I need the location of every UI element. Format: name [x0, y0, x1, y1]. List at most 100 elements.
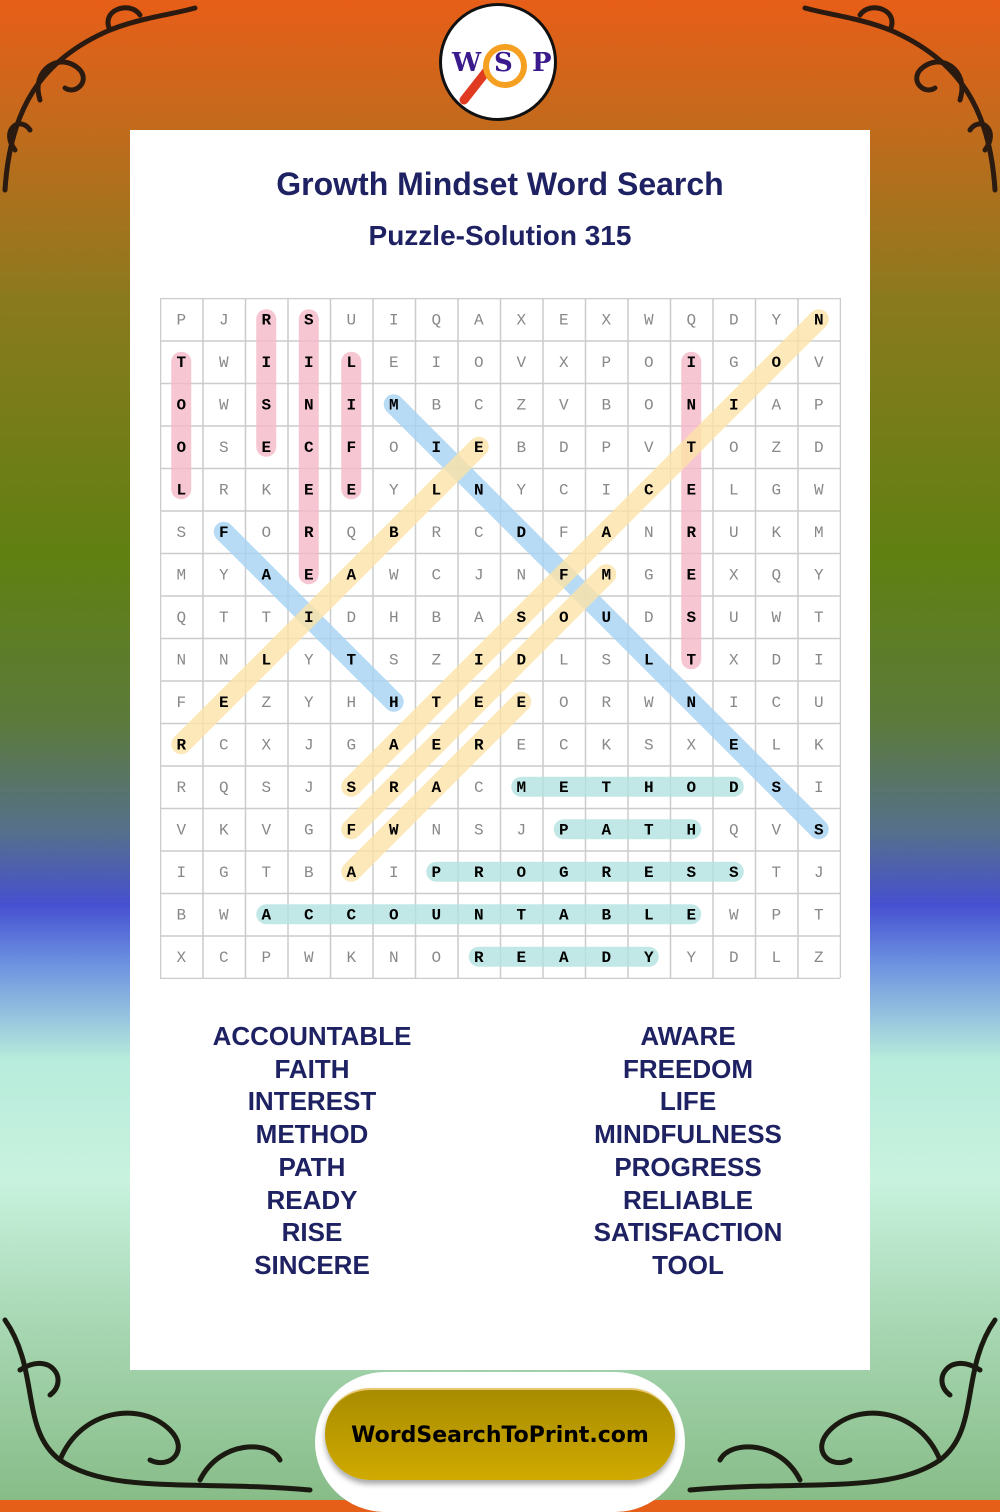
grid-cell-letter: R — [686, 524, 696, 542]
grid-cell-letter: E — [559, 311, 569, 329]
grid-cell-letter: C — [431, 566, 441, 584]
grid-cell-letter: V — [771, 821, 781, 839]
grid-cell-letter: R — [601, 694, 611, 712]
grid-cell-letter: S — [176, 524, 186, 542]
wsp-logo: W S P — [439, 3, 557, 121]
grid-cell-letter: C — [559, 736, 569, 754]
highlight-reliable — [171, 436, 489, 755]
grid-cell-letter: Z — [516, 396, 526, 414]
grid-cell-letter: I — [601, 481, 611, 499]
word-item: RELIABLE — [623, 1184, 753, 1215]
grid-cell-letter: D — [601, 949, 611, 967]
highlight-satisfaction — [341, 309, 829, 797]
grid-cell-letter: F — [559, 524, 569, 542]
grid-cell-letter: R — [474, 949, 484, 967]
word-item: TOOL — [652, 1249, 724, 1280]
grid-cell-letter: T — [644, 821, 654, 839]
grid-cell-letter: L — [729, 481, 739, 499]
grid-cell-letter: O — [644, 354, 654, 372]
grid-cell-letter: S — [261, 779, 271, 797]
grid-cell-letter: B — [389, 524, 399, 542]
grid-cell-letter: X — [559, 354, 569, 372]
grid-cell-letter: P — [261, 949, 271, 967]
word-item: FREEDOM — [623, 1053, 753, 1084]
grid-cell-letter: W — [219, 354, 229, 372]
grid-cell-letter: V — [176, 821, 186, 839]
grid-cell-letter: Q — [686, 311, 696, 329]
grid-cell-letter: R — [261, 311, 271, 329]
grid-cell-letter: D — [814, 439, 824, 457]
grid-cell-letter: B — [304, 864, 314, 882]
logo-letter-s: S — [494, 48, 513, 78]
grid-cell-letter: S — [474, 821, 484, 839]
word-item: LIFE — [659, 1086, 717, 1117]
grid-cell-letter: K — [814, 736, 824, 754]
grid-cell-letter: N — [474, 481, 484, 499]
grid-cell-letter: E — [516, 736, 526, 754]
grid-cell-letter: W — [219, 906, 229, 924]
grid-cell-letter: C — [644, 481, 654, 499]
grid-cell-letter: I — [304, 354, 314, 372]
grid-cell-letter: L — [261, 651, 271, 669]
grid-cell-letter: S — [814, 821, 824, 839]
grid-cell-letter: W — [729, 906, 739, 924]
grid-cell-letter: D — [644, 609, 654, 627]
word-list-left: ACCOUNTABLE FAITH INTEREST METHOD PATH R… — [162, 1020, 462, 1282]
grid-cell-letter: N — [686, 694, 696, 712]
grid-cell-letter: J — [516, 821, 526, 839]
grid-cell-letter: Z — [431, 651, 441, 669]
page-subtitle: Puzzle-Solution 315 — [368, 220, 632, 251]
grid-cell-letter: E — [261, 439, 271, 457]
grid-cell-letter: V — [644, 439, 654, 457]
grid-cell-letter: A — [771, 396, 781, 414]
grid-cell-letter: O — [729, 439, 739, 457]
grid-cell-letter: Q — [729, 821, 739, 839]
grid-cell-letter: M — [516, 779, 526, 797]
grid-cell-letter: A — [601, 821, 611, 839]
grid-cell-letter: C — [771, 694, 781, 712]
grid-cell-letter: S — [346, 779, 356, 797]
grid-cell-letter: M — [389, 396, 399, 414]
grid-cell-letter: O — [771, 354, 781, 372]
grid-cell-letter: D — [516, 651, 526, 669]
grid-cell-letter: V — [559, 396, 569, 414]
grid-cell-letter: V — [814, 354, 824, 372]
word-item: SATISFACTION — [593, 1217, 783, 1248]
grid-cell-letter: L — [644, 906, 654, 924]
grid-cell-letter: H — [389, 694, 399, 712]
grid-cell-letter: K — [261, 481, 271, 499]
grid-cell-letter: I — [686, 354, 696, 372]
grid-cell-letter: U — [729, 524, 739, 542]
grid-cell-letter: Y — [219, 566, 229, 584]
site-link-button[interactable]: WordSearchToPrint.com — [325, 1388, 675, 1480]
grid-cell-letter: X — [261, 736, 271, 754]
grid-cell-letter: P — [559, 821, 569, 839]
grid-cell-letter: I — [176, 864, 186, 882]
grid-cell-letter: U — [814, 694, 824, 712]
word-item: READY — [266, 1184, 358, 1215]
grid-cell-letter: A — [474, 311, 484, 329]
grid-cell-letter: D — [729, 779, 739, 797]
grid-cell-letter: G — [346, 736, 356, 754]
grid-cell-letter: T — [686, 651, 696, 669]
grid-cell-letter: C — [474, 396, 484, 414]
grid-cell-letter: E — [516, 949, 526, 967]
grid-cell-letter: B — [431, 396, 441, 414]
grid-cell-letter: E — [559, 779, 569, 797]
grid-cell-letter: E — [389, 354, 399, 372]
grid-cell-letter: M — [176, 566, 186, 584]
grid-cell-letter: F — [176, 694, 186, 712]
word-list-right: AWARE FREEDOM LIFE MINDFULNESS PROGRESS … — [538, 1020, 838, 1282]
grid-cell-letter: N — [431, 821, 441, 839]
grid-cell-letter: I — [389, 311, 399, 329]
word-item: AWARE — [640, 1021, 736, 1051]
grid-cell-letter: X — [516, 311, 526, 329]
grid-cell-letter: G — [771, 481, 781, 499]
grid-cell-letter: N — [516, 566, 526, 584]
grid-cell-letter: P — [814, 396, 824, 414]
logo-letter-w: W — [452, 48, 482, 78]
grid-cell-letter: T — [219, 609, 229, 627]
grid-cell-letter: O — [431, 949, 441, 967]
grid-cell-letter: T — [516, 906, 526, 924]
grid-cell-letter: B — [431, 609, 441, 627]
